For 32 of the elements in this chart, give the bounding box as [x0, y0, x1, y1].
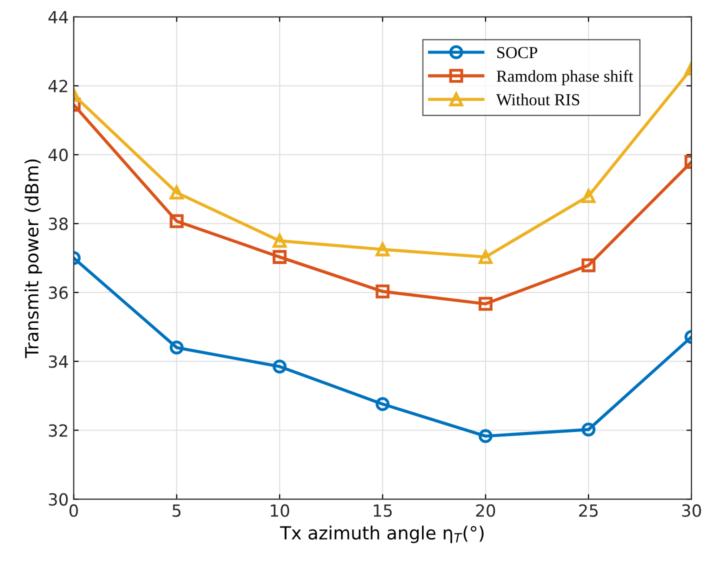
y-tick-label: 38 [48, 218, 68, 230]
y-tick-label: 32 [48, 424, 68, 437]
point [582, 422, 596, 437]
point [376, 284, 390, 298]
y-tick-label: 30 [48, 493, 68, 506]
point [376, 397, 390, 412]
y-tick-label: 34 [48, 355, 68, 368]
point [478, 429, 492, 444]
legend-label: Without RIS [496, 94, 580, 106]
x-tick-label: 25 [579, 504, 598, 517]
x-axis-title: Tx azimuth angle η$_{T}$(°) [280, 526, 484, 544]
y-axis-title: Transmit power (dBm) [24, 159, 42, 358]
x-tick-label: 10 [270, 504, 290, 517]
point [582, 258, 596, 272]
point [478, 250, 492, 264]
x-tick-label: 15 [374, 504, 392, 517]
y-tick-label: 36 [48, 286, 68, 300]
x-tick-label: 30 [682, 504, 701, 517]
point [582, 189, 596, 203]
legend-label: SOCP [497, 47, 538, 58]
point [478, 296, 492, 311]
y-tick-label: 40 [48, 148, 68, 162]
point [272, 234, 287, 248]
y-tick-label: 42 [48, 80, 68, 92]
y-tick-label: 44 [48, 11, 68, 24]
x-tick-label: 5 [172, 504, 181, 517]
point [376, 242, 390, 256]
point [272, 250, 287, 264]
legend-label: Ramdom phase shift [496, 70, 634, 86]
x-tick-label: 20 [476, 504, 496, 517]
point [272, 360, 287, 374]
x-tick-label: 0 [70, 504, 78, 517]
